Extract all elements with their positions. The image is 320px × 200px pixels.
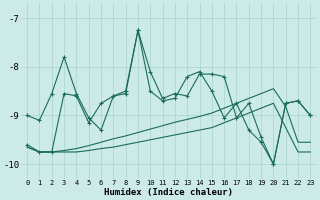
X-axis label: Humidex (Indice chaleur): Humidex (Indice chaleur) [104,188,233,197]
